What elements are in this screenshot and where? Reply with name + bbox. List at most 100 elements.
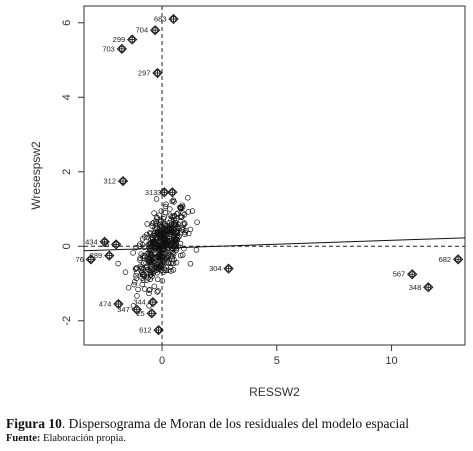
data-point: [159, 253, 166, 260]
influential-point: 474: [99, 298, 124, 310]
influential-point: 682: [439, 254, 464, 265]
data-point: [122, 269, 129, 275]
data-point: [146, 259, 153, 265]
data-point: [157, 235, 164, 241]
data-point: [147, 230, 154, 237]
data-point: [180, 210, 186, 216]
data-point: [169, 213, 175, 220]
data-point: [141, 234, 148, 240]
plot-frame: [83, 5, 466, 346]
data-point: [173, 228, 179, 235]
influential-point-diamond: [423, 282, 434, 293]
data-point: [147, 276, 153, 283]
caption-source: Fuente: Elaboración propia.: [6, 432, 468, 446]
data-point: [141, 286, 148, 292]
data-point: [177, 252, 184, 259]
influential-point: 313: [145, 187, 170, 198]
influential-point-diamond: [168, 13, 179, 25]
y-tick-label: 4: [61, 94, 73, 100]
data-point: [146, 290, 152, 297]
influential-point: 612: [139, 324, 164, 336]
data-point: [115, 260, 121, 267]
regression-line: [83, 237, 466, 252]
x-axis-title: RESSW2: [249, 385, 300, 399]
y-tick-label: 6: [61, 20, 73, 26]
data-point: [182, 229, 189, 236]
data-point: [135, 286, 141, 293]
data-point: [159, 278, 166, 284]
influential-point-diamond: [131, 304, 142, 315]
data-point: [131, 281, 137, 288]
data-point: [159, 236, 165, 242]
point-label: 312: [104, 177, 117, 186]
point-label: 297: [138, 69, 151, 78]
data-point: [133, 275, 140, 282]
x-axis: 0 5 10: [159, 345, 398, 367]
y-tick-label: 2: [61, 169, 73, 175]
point-label: 347: [117, 305, 130, 314]
data-point: [125, 284, 132, 291]
influential-point-diamond: [99, 236, 110, 247]
data-point: [144, 264, 150, 270]
influential-point-diamond: [167, 187, 178, 198]
data-point: [170, 260, 177, 267]
influential-point-diamond: [147, 297, 158, 308]
data-point: [171, 257, 177, 263]
data-point: [169, 249, 176, 256]
data-point: [162, 223, 168, 229]
data-point: [153, 196, 160, 202]
point-label: 299: [113, 35, 126, 44]
data-point: [179, 214, 185, 220]
data-point: [189, 208, 196, 214]
influential-point-diamond: [452, 254, 464, 265]
x-tick-label: 0: [159, 355, 165, 367]
influential-point: 704: [136, 25, 161, 36]
point-label: 313: [145, 188, 158, 197]
data-point: [161, 220, 168, 227]
point-label: 434: [85, 237, 98, 246]
data-point: [181, 221, 188, 227]
point-label: 344: [133, 298, 146, 307]
source-label: Fuente:: [6, 433, 41, 444]
data-point: [159, 240, 166, 247]
point-label: 704: [136, 26, 149, 35]
data-point: [154, 270, 160, 276]
data-point: [168, 217, 174, 224]
data-point: [170, 251, 177, 257]
data-point: [134, 293, 140, 299]
data-point: [147, 286, 153, 293]
influential-point-diamond: [110, 239, 122, 250]
data-point: [163, 201, 169, 208]
figure-label: Figura 10: [6, 416, 62, 431]
data-point: [139, 269, 145, 275]
data-point: [147, 230, 153, 236]
data-point: [194, 219, 200, 225]
data-point: [171, 230, 178, 237]
data-point: [149, 256, 156, 262]
data-point: [133, 272, 139, 279]
y-tick-label: -2: [61, 316, 73, 326]
influential-point: 347: [117, 304, 142, 315]
data-point: [131, 279, 138, 285]
data-point: [173, 236, 180, 242]
data-point: [132, 266, 139, 272]
point-label: 76: [76, 255, 84, 264]
x-tick-label: 10: [385, 355, 397, 367]
influential-point-diamond: [113, 298, 124, 310]
influential-point: 348: [409, 282, 434, 293]
data-point: [146, 252, 152, 258]
data-point: [165, 267, 172, 273]
influential-point-diamond: [153, 324, 164, 336]
figure-caption: Figura 10. Dispersograma de Moran de los…: [6, 415, 468, 446]
influential-point: 25: [101, 239, 122, 250]
data-point: [155, 288, 161, 294]
reference-lines: [84, 6, 465, 345]
data-point: [137, 241, 143, 247]
data-point: [154, 215, 161, 221]
influential-point: 299: [113, 34, 138, 45]
influential-point: 567: [393, 269, 418, 280]
data-point: [151, 230, 157, 236]
data-point: [153, 214, 160, 220]
data-point: [171, 213, 177, 220]
influential-point: 344: [133, 297, 158, 308]
